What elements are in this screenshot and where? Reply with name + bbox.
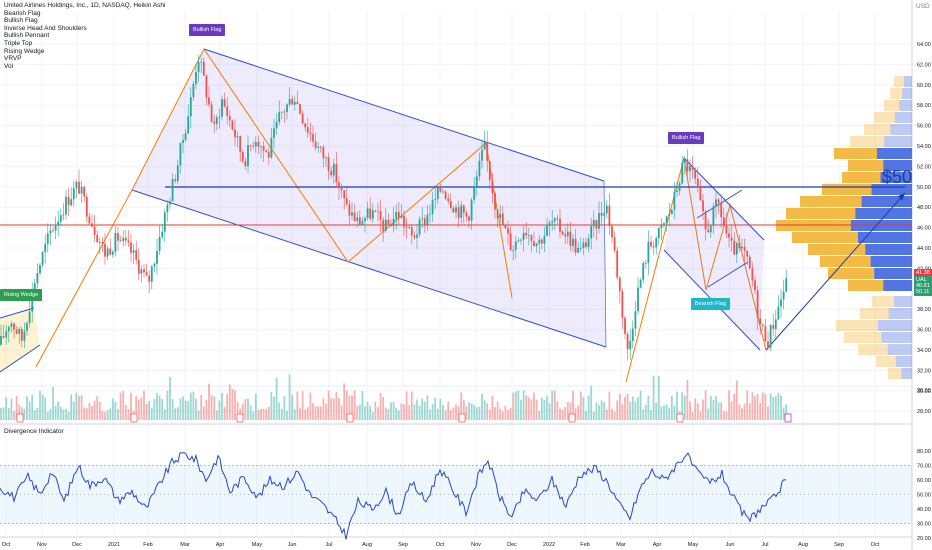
candles — [0, 54, 788, 361]
price-marker: 50.11 — [914, 288, 932, 296]
time-tick-label: Mar — [180, 542, 190, 548]
time-tick-label: 2021 — [108, 542, 120, 548]
time-tick-label: Jun — [288, 542, 297, 548]
time-tick-label: Sep — [834, 542, 844, 548]
indicator-item[interactable]: Inverse Head And Shoulders — [4, 24, 87, 32]
rising-wedge-pattern — [0, 307, 41, 373]
horizontal-levels — [0, 186, 912, 351]
time-tick-label: Dec — [507, 542, 517, 548]
price-tick-label: 54.00 — [917, 144, 931, 150]
last-price-marker: 40.81 — [914, 282, 932, 290]
volume-tick-label: 20.00 — [917, 388, 931, 394]
oscillator-tick-label: 80.00 — [917, 449, 931, 455]
time-tick-label: Apr — [653, 542, 662, 548]
price-tick-label: 56.00 — [917, 124, 931, 130]
price-tick-label: 64.00 — [917, 42, 931, 48]
symbol-title: United Airlines Holdings, Inc., 1D, NASD… — [4, 2, 166, 9]
price-tick-label: 44.00 — [917, 246, 931, 252]
time-tick-label: Mar — [616, 542, 626, 548]
time-tick-label: Feb — [143, 542, 152, 548]
indicator-item[interactable]: Triple Top — [4, 39, 33, 47]
time-tick-label: Sep — [398, 542, 408, 548]
price-axis: 28.0030.0032.0034.0036.0038.0040.0042.00… — [917, 42, 931, 542]
oscillator-tick-label: 40.00 — [917, 507, 931, 513]
time-tick-label: Nov — [471, 542, 481, 548]
time-tick-label: Nov — [37, 542, 47, 548]
price-marker: 41.38 — [914, 269, 932, 277]
ticker-marker: UAL — [914, 276, 932, 284]
time-tick-label: Feb — [580, 542, 589, 548]
time-tick-label: May — [252, 542, 263, 548]
bullish-flag-label[interactable]: Bullish Flag — [668, 132, 705, 144]
divergence-oscillator — [0, 451, 912, 540]
time-tick-label: Aug — [362, 542, 372, 548]
oscillator-tick-label: 70.00 — [917, 464, 931, 470]
price-tick-label: 50.00 — [917, 185, 931, 191]
oscillator-title[interactable]: Divergence Indicator — [4, 428, 64, 435]
price-tick-label: 28.00 — [917, 409, 931, 415]
price-tick-label: 30.00 — [917, 389, 931, 395]
price-tick-label: 58.00 — [917, 103, 931, 109]
oscillator-tick-label: 30.00 — [917, 522, 931, 528]
price-tick-label: 46.00 — [917, 226, 931, 232]
time-tick-label: Oct — [436, 542, 445, 548]
time-tick-label: Jun — [726, 542, 735, 548]
indicator-item[interactable]: Rising Wedge — [4, 47, 45, 55]
rising-wedge-label[interactable]: Rising Wedge — [0, 289, 43, 301]
price-tick-label: 52.00 — [917, 164, 931, 170]
time-tick-label: Jul — [325, 542, 332, 548]
time-axis: Oct Nov Dec 2021 Feb Mar Apr May Jun Jul Aug Sep Oct… — [2, 542, 880, 548]
time-tick-label: Apr — [216, 542, 225, 548]
price-tick-label: 48.00 — [917, 205, 931, 211]
price-tick-label: 36.00 — [917, 328, 931, 334]
time-tick-label: Dec — [72, 542, 82, 548]
time-tick-label: Oct — [2, 542, 11, 548]
oscillator-tick-label: 50.00 — [917, 493, 931, 499]
indicator-item[interactable]: VRVP — [4, 55, 22, 63]
price-tick-label: 38.00 — [917, 307, 931, 313]
price-tick-label: 60.00 — [917, 83, 931, 89]
time-tick-label: May — [688, 542, 699, 548]
oscillator-tick-label: 60.00 — [917, 478, 931, 484]
bullish-flag-label[interactable]: Bullish Flag — [189, 24, 226, 36]
indicator-item[interactable]: Vol — [4, 62, 14, 70]
indicator-item[interactable]: Bearish Flag — [4, 9, 41, 17]
price-tick-label: 32.00 — [917, 368, 931, 374]
volume-bars — [0, 374, 792, 423]
time-tick-label: Jul — [761, 542, 768, 548]
price-tick-label: 62.00 — [917, 62, 931, 68]
time-tick-label: Aug — [798, 542, 808, 548]
bearish-flag-label[interactable]: Bearish Flag — [691, 298, 730, 310]
price-tick-label: 34.00 — [917, 348, 931, 354]
indicator-item[interactable]: Bullish Pennant — [4, 32, 50, 40]
descending-channel — [131, 48, 607, 348]
currency-label: USD — [916, 3, 930, 10]
time-tick-label: 2022 — [543, 542, 555, 548]
chart-legend: United Airlines Holdings, Inc., 1D, NASD… — [4, 2, 165, 70]
indicator-item[interactable]: Bullish Flag — [4, 17, 38, 25]
price-target-label: $50 — [882, 167, 913, 187]
oscillator-tick-label: 20.00 — [917, 536, 931, 542]
time-tick-label: Oct — [871, 542, 880, 548]
